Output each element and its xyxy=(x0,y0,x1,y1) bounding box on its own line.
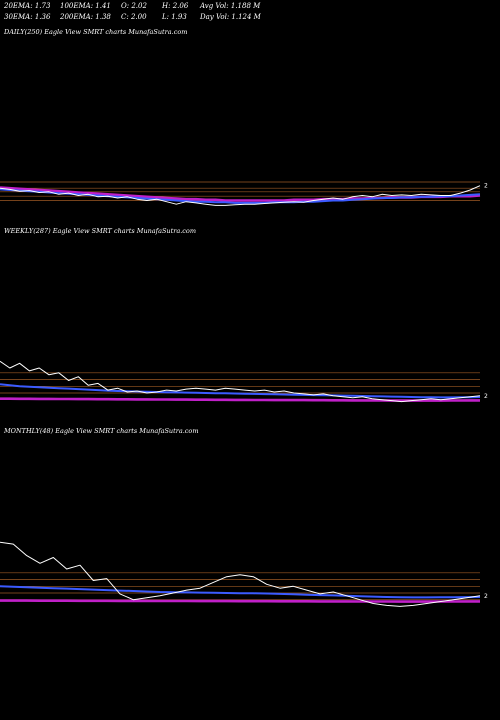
avg-vol-stat: Avg Vol: 1.188 M xyxy=(200,2,261,10)
last-price-label: 2 xyxy=(484,593,488,600)
weekly-panel-title: WEEKLY(287) Eagle View SMRT charts Munaf… xyxy=(4,227,196,235)
monthly-panel-title: MONTHLY(48) Eagle View SMRT charts Munaf… xyxy=(4,427,199,435)
last-price-label: 2 xyxy=(484,183,488,190)
ema-fast-line xyxy=(0,383,481,399)
monthly-chart: 2 xyxy=(0,541,488,607)
ema100-stat: 100EMA: 1.41 xyxy=(60,2,111,10)
ema-fast-line xyxy=(0,188,481,204)
weekly-chart: 2 xyxy=(0,360,488,403)
price-line xyxy=(0,541,481,607)
ema-slow-line xyxy=(0,599,480,603)
ema-slow-line xyxy=(0,397,480,402)
ema-fast-line xyxy=(0,585,481,599)
last-price-label: 2 xyxy=(484,393,488,400)
daily-chart: 2 xyxy=(0,181,488,206)
open-stat: O: 2.02 xyxy=(121,2,147,10)
stats-header: 20EMA: 1.73 30EMA: 1.36 100EMA: 1.41 200… xyxy=(4,2,496,26)
price-line xyxy=(0,360,481,403)
price-line xyxy=(0,185,481,206)
ema20-stat: 20EMA: 1.73 xyxy=(4,2,51,10)
ema30-stat: 30EMA: 1.36 xyxy=(4,13,51,21)
day-vol-stat: Day Vol: 1.124 M xyxy=(200,13,261,21)
low-stat: L: 1.93 xyxy=(162,13,187,21)
daily-panel-title: DAILY(250) Eagle View SMRT charts Munafa… xyxy=(4,28,188,36)
ema200-stat: 200EMA: 1.38 xyxy=(60,13,111,21)
high-stat: H: 2.06 xyxy=(162,2,189,10)
close-stat: C: 2.00 xyxy=(121,13,147,21)
